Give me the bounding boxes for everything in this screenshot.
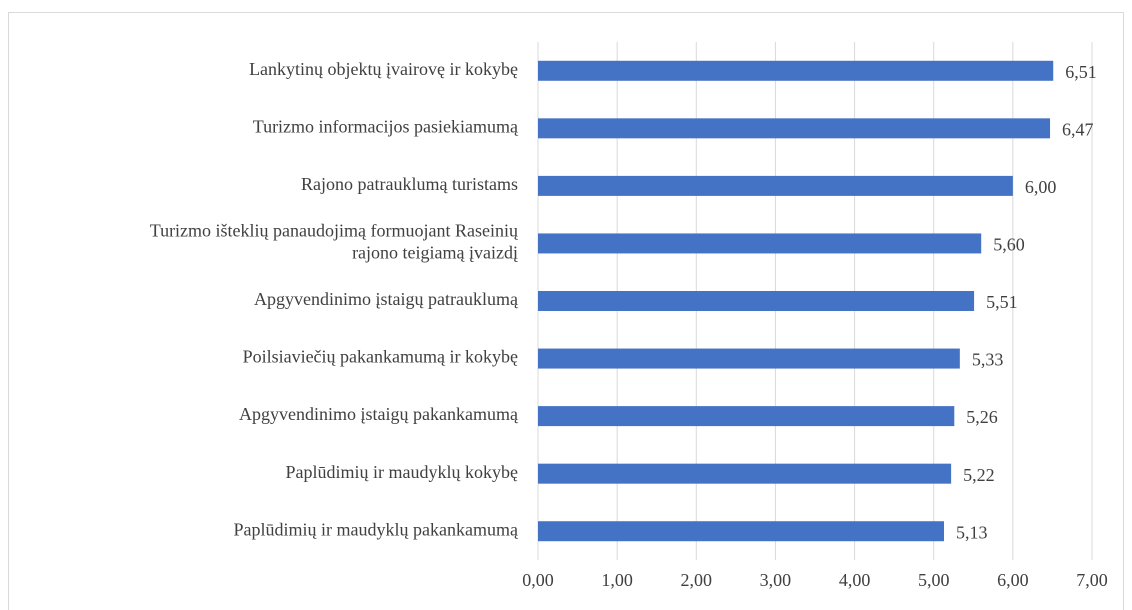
value-label: 5,26 [966, 407, 998, 427]
bar [538, 406, 955, 427]
value-label: 6,51 [1065, 62, 1097, 82]
value-label: 5,13 [956, 522, 988, 542]
x-tick-label: 0,00 [522, 570, 554, 590]
y-tick-label: Lankytinų objektų įvairovę ir kokybę [249, 59, 518, 79]
x-tick-label: 3,00 [760, 570, 792, 590]
value-label: 5,33 [972, 350, 1004, 370]
x-tick-label: 7,00 [1076, 570, 1108, 590]
chart-frame [8, 12, 1124, 610]
value-label: 5,22 [963, 465, 995, 485]
y-tick-label: Paplūdimių ir maudyklų kokybę [286, 462, 518, 482]
bar [538, 291, 975, 311]
value-label: 5,60 [993, 235, 1024, 255]
value-label: 6,00 [1025, 177, 1057, 197]
y-tick-label: Apgyvendinimo įstaigų patrauklumą [254, 289, 519, 309]
x-tick-label: 6,00 [997, 570, 1029, 590]
y-tick-label: Turizmo išteklių panaudojimą formuojant … [150, 221, 519, 263]
bar [538, 348, 960, 369]
y-tick-label: Poilsiaviečių pakankamumą ir kokybę [243, 347, 518, 367]
y-tick-label: Turizmo informacijos pasiekiamumą [253, 116, 519, 136]
bar [538, 175, 1013, 196]
bar [538, 60, 1054, 81]
bar [538, 233, 982, 254]
x-tick-label: 2,00 [681, 570, 713, 590]
bar [538, 521, 945, 542]
y-tick-label: Rajono patrauklumą turistams [301, 174, 518, 194]
x-tick-label: 1,00 [601, 570, 633, 590]
value-label: 5,51 [986, 292, 1018, 312]
x-tick-label: 5,00 [918, 570, 950, 590]
value-label: 6,47 [1062, 119, 1094, 139]
x-tick-label: 4,00 [839, 570, 871, 590]
y-tick-label: Paplūdimių ir maudyklų pakankamumą [234, 519, 519, 539]
bar [538, 463, 952, 484]
y-tick-label: Apgyvendinimo įstaigų pakankamumą [239, 404, 519, 424]
bar [538, 118, 1051, 139]
